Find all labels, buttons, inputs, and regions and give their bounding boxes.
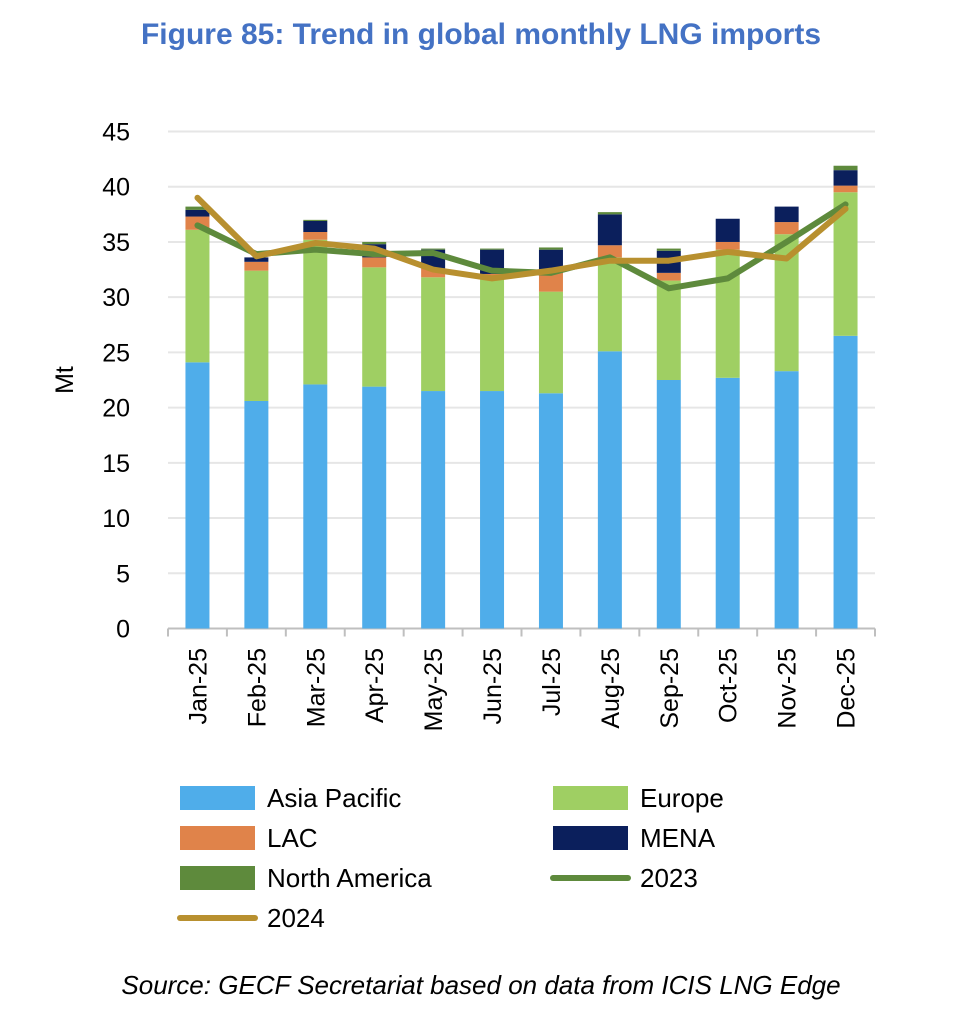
x-tick-label: Jan-25 <box>184 648 212 724</box>
y-tick-label: 30 <box>102 284 130 312</box>
bar-mena <box>185 209 210 217</box>
line-series-2024 <box>194 194 849 282</box>
bar-europe <box>715 249 740 378</box>
bar-asia-pacific <box>244 400 269 629</box>
bar-north-america <box>421 248 446 250</box>
x-tick-label: Jun-25 <box>479 648 507 724</box>
bar-asia-pacific <box>362 386 387 629</box>
bar-mena <box>244 257 269 262</box>
y-tick-label: 5 <box>116 560 130 588</box>
legend-label: Asia Pacific <box>267 783 401 813</box>
bar-europe <box>421 277 446 392</box>
legend-label: Europe <box>640 783 724 813</box>
chart: 0 5 10 15 20 25 30 35 40 45 Mt Jan-25 Feb-25 Mar-25 Ap… <box>51 119 876 933</box>
y-tick-label: 15 <box>102 450 130 478</box>
legend-swatch <box>553 826 628 850</box>
bar-north-america <box>480 248 505 250</box>
legend-label: 2023 <box>640 863 698 893</box>
bar-asia-pacific <box>715 377 740 629</box>
bar-europe <box>185 229 210 363</box>
x-tick-label: May-25 <box>420 648 448 731</box>
bar-asia-pacific <box>480 391 505 629</box>
y-axis-label: Mt <box>51 366 79 394</box>
x-tick-label: Aug-25 <box>597 648 625 729</box>
bar-mena <box>597 214 622 246</box>
bar-asia-pacific <box>538 393 563 629</box>
bar-asia-pacific <box>774 371 799 629</box>
bar-mena <box>538 249 563 271</box>
bar-asia-pacific <box>656 380 681 629</box>
bar-lac <box>303 232 328 240</box>
bar-lac <box>362 257 387 268</box>
y-tick-label: 25 <box>102 339 130 367</box>
y-tick-label: 45 <box>102 119 130 147</box>
y-tick-label: 35 <box>102 229 130 257</box>
bar-mena <box>833 170 858 186</box>
bar-europe <box>538 291 563 394</box>
bar-lac <box>244 261 269 271</box>
legend-swatch <box>180 786 255 810</box>
x-tick-label: Sep-25 <box>656 648 684 729</box>
legend-label: MENA <box>640 823 716 853</box>
bar-asia-pacific <box>303 384 328 629</box>
x-tick-label: Nov-25 <box>774 648 802 729</box>
source-note: Source: GECF Secretariat based on data f… <box>121 970 841 1000</box>
bar-lac <box>656 272 681 281</box>
x-tick-label: Apr-25 <box>361 648 389 723</box>
legend-swatch <box>180 866 255 890</box>
bar-europe <box>362 267 387 387</box>
bar-asia-pacific <box>421 391 446 629</box>
bar-north-america <box>597 212 622 215</box>
x-tick-label: Mar-25 <box>302 648 330 727</box>
bar-lac <box>715 241 740 250</box>
x-tick-label: Jul-25 <box>538 648 566 716</box>
x-tick-label: Oct-25 <box>715 648 743 723</box>
legend-swatch <box>553 786 628 810</box>
bar-north-america <box>185 206 210 210</box>
y-tick-label: 40 <box>102 174 130 202</box>
bar-europe <box>656 280 681 380</box>
bar-lac <box>421 268 446 278</box>
bar-mena <box>303 220 328 233</box>
bar-mena <box>774 206 799 223</box>
legend-label: LAC <box>267 823 318 853</box>
bar-lac <box>774 222 799 235</box>
bar-lac <box>538 270 563 292</box>
bar-europe <box>244 270 269 401</box>
legend-label: North America <box>267 863 432 893</box>
y-tick-label: 20 <box>102 395 130 423</box>
y-tick-label: 0 <box>116 616 130 644</box>
legend-label: 2024 <box>267 903 325 933</box>
bar-north-america <box>303 219 328 221</box>
bar-lac <box>597 245 622 258</box>
bar-asia-pacific <box>833 335 858 629</box>
bar-europe <box>480 277 505 392</box>
bar-asia-pacific <box>597 351 622 629</box>
chart-title: Figure 85: Trend in global monthly LNG i… <box>140 18 822 51</box>
bar-north-america <box>538 247 563 250</box>
bar-europe <box>597 257 622 352</box>
x-tick-label: Dec-25 <box>833 648 861 729</box>
bar-lac <box>833 185 858 193</box>
bar-north-america <box>362 241 387 245</box>
bar-europe <box>303 239 328 385</box>
x-tick-label: Feb-25 <box>243 648 271 727</box>
y-tick-label: 10 <box>102 505 130 533</box>
bar-mena <box>715 218 740 242</box>
bar-north-america <box>656 248 681 251</box>
bar-asia-pacific <box>185 362 210 629</box>
legend-swatch <box>180 826 255 850</box>
bar-north-america <box>833 165 858 171</box>
